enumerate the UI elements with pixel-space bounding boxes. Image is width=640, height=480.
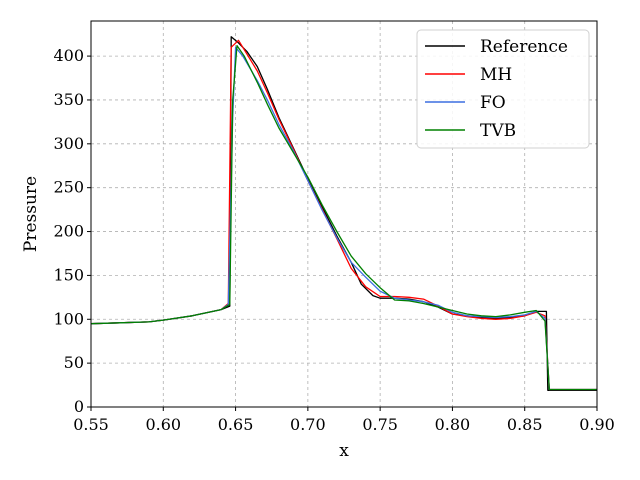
plot-frame	[90, 20, 598, 408]
y-tick-label: 200	[53, 222, 84, 241]
y-tick-label: 150	[53, 265, 84, 284]
y-axis-ticks: 0 50 100 150 200 250 300 350 400	[53, 46, 91, 416]
x-tick-label: 0.65	[218, 415, 254, 434]
legend-label: TVB	[480, 121, 516, 141]
y-tick-label: 50	[64, 353, 84, 372]
x-axis-ticks: 0.55 0.60 0.65 0.70 0.75 0.80 0.85 0.90	[73, 407, 615, 434]
x-tick-label: 0.80	[435, 415, 471, 434]
y-tick-label: 400	[53, 46, 84, 65]
x-tick-label: 0.85	[507, 415, 543, 434]
y-tick-label: 0	[74, 397, 84, 416]
legend-label: Reference	[480, 37, 568, 57]
y-tick-label: 100	[53, 309, 84, 328]
y-tick-label: 300	[53, 134, 84, 153]
y-tick-label: 250	[53, 178, 84, 197]
series-layer	[90, 36, 597, 391]
x-tick-label: 0.90	[579, 415, 615, 434]
x-axis-label: x	[339, 441, 349, 461]
legend-label: MH	[480, 65, 512, 85]
legend-label: FO	[480, 93, 506, 113]
legend: Reference MH FO TVB	[416, 29, 590, 149]
x-tick-label: 0.55	[73, 415, 109, 434]
legend-box	[416, 29, 590, 149]
x-tick-label: 0.70	[290, 415, 326, 434]
y-axis-label: Pressure	[21, 176, 41, 252]
x-tick-label: 0.75	[362, 415, 398, 434]
x-tick-label: 0.60	[145, 415, 181, 434]
series-line-tvb	[90, 44, 597, 391]
y-tick-label: 350	[53, 90, 84, 109]
